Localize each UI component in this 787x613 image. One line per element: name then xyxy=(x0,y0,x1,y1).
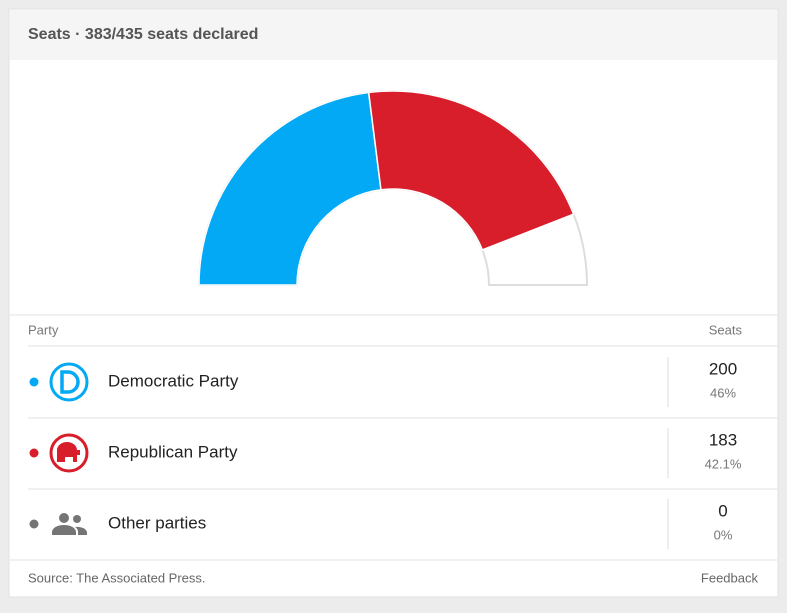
seat-count: 183 xyxy=(709,430,737,449)
party-name: Republican Party xyxy=(108,442,238,461)
seat-percent: 0% xyxy=(714,527,733,542)
seat-count: 0 xyxy=(718,501,727,520)
seat-count: 200 xyxy=(709,359,737,378)
party-dot xyxy=(29,448,39,458)
seat-arc xyxy=(367,90,575,251)
source: Source: The Associated Press. xyxy=(28,570,206,585)
title: Seats · 383/435 seats declared xyxy=(28,26,258,43)
icon-elephant xyxy=(57,442,80,462)
party-name: Democratic Party xyxy=(108,371,239,390)
icon-body xyxy=(52,525,87,535)
party-name: Other parties xyxy=(108,513,206,532)
party-icon xyxy=(49,433,89,473)
icon-head xyxy=(73,515,81,523)
feedback-link[interactable]: Feedback xyxy=(701,570,759,585)
seat-percent: 46% xyxy=(710,385,736,400)
icon-ring xyxy=(49,362,89,402)
icon-d xyxy=(60,370,80,394)
seat-percent: 42.1% xyxy=(705,456,742,471)
party-icon xyxy=(49,362,89,402)
party-icon xyxy=(52,513,87,535)
seats-header: Seats xyxy=(709,322,743,337)
icon-head xyxy=(59,513,69,523)
header-bg xyxy=(10,10,777,60)
party-dot xyxy=(29,519,39,529)
party-header: Party xyxy=(28,322,59,337)
party-dot xyxy=(29,377,39,387)
seat-arc xyxy=(198,91,382,286)
